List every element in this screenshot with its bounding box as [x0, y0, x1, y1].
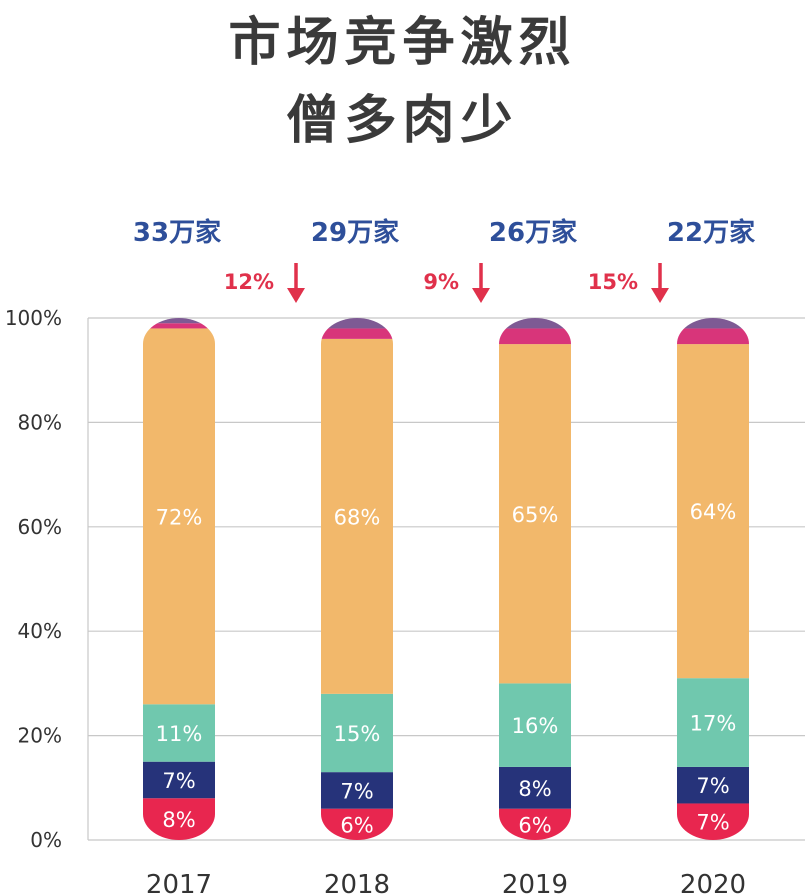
bar-2018	[321, 318, 393, 840]
y-tick-label: 0%	[30, 828, 62, 852]
x-category-label: 2018	[324, 870, 390, 895]
bar-segment	[321, 693, 393, 773]
bar-segment	[143, 323, 215, 329]
bar-segment	[321, 772, 393, 809]
y-tick-label: 20%	[18, 724, 62, 748]
chart-title-line2: 僧多肉少	[286, 91, 519, 151]
x-category-label: 2019	[502, 870, 568, 895]
bar-segment	[499, 344, 571, 684]
down-arrow-icon	[651, 288, 669, 303]
bar-segment	[499, 318, 571, 329]
segment-value-label: 72%	[156, 505, 203, 529]
segment-value-label: 65%	[512, 503, 559, 527]
decline-percent-label: 15%	[588, 270, 638, 294]
bar-segment	[499, 683, 571, 767]
segment-value-label: 16%	[512, 714, 559, 738]
total-count-label: 22万家	[667, 217, 755, 248]
segment-value-label: 8%	[162, 808, 195, 832]
bar-2020	[677, 318, 749, 840]
segment-value-label: 7%	[340, 779, 373, 803]
segment-value-label: 15%	[334, 722, 381, 746]
segment-value-label: 8%	[518, 777, 551, 801]
bar-segment	[321, 318, 393, 329]
bar-segment	[143, 761, 215, 799]
decline-percent-label: 9%	[423, 270, 459, 294]
segment-value-label: 68%	[334, 505, 381, 529]
segment-value-label: 64%	[690, 500, 737, 524]
total-count-label: 26万家	[489, 217, 577, 248]
down-arrow-icon	[472, 288, 490, 303]
x-category-label: 2020	[680, 870, 746, 895]
bar-segment	[499, 328, 571, 345]
bar-segment	[499, 766, 571, 809]
bar-segment	[143, 704, 215, 762]
bar-segment	[677, 344, 749, 679]
bar-segment	[677, 678, 749, 767]
total-count-label: 33万家	[133, 217, 221, 248]
y-tick-label: 100%	[5, 306, 62, 330]
segment-value-label: 7%	[696, 774, 729, 798]
bar-2017	[143, 318, 215, 840]
bar-segment	[677, 766, 749, 804]
segment-value-label: 7%	[696, 811, 729, 835]
bar-segment	[677, 328, 749, 345]
y-tick-label: 40%	[18, 619, 62, 643]
bar-segment	[677, 318, 749, 329]
chart-title-line1: 市场竞争激烈	[228, 13, 577, 73]
segment-value-label: 7%	[162, 769, 195, 793]
bar-segment	[321, 338, 393, 694]
y-tick-label: 80%	[18, 410, 62, 434]
bar-segment	[143, 318, 215, 324]
segment-value-label: 6%	[340, 813, 373, 837]
decline-percent-label: 12%	[224, 270, 274, 294]
bar-segment	[143, 798, 215, 840]
down-arrow-icon	[287, 288, 305, 303]
bar-segment	[321, 328, 393, 339]
segment-value-label: 6%	[518, 813, 551, 837]
bar-segment	[143, 328, 215, 705]
segment-value-label: 17%	[690, 712, 737, 736]
bar-2019	[499, 318, 571, 840]
total-count-label: 29万家	[311, 217, 399, 248]
segment-value-label: 11%	[156, 722, 203, 746]
x-category-label: 2017	[146, 870, 212, 895]
y-tick-label: 60%	[18, 515, 62, 539]
